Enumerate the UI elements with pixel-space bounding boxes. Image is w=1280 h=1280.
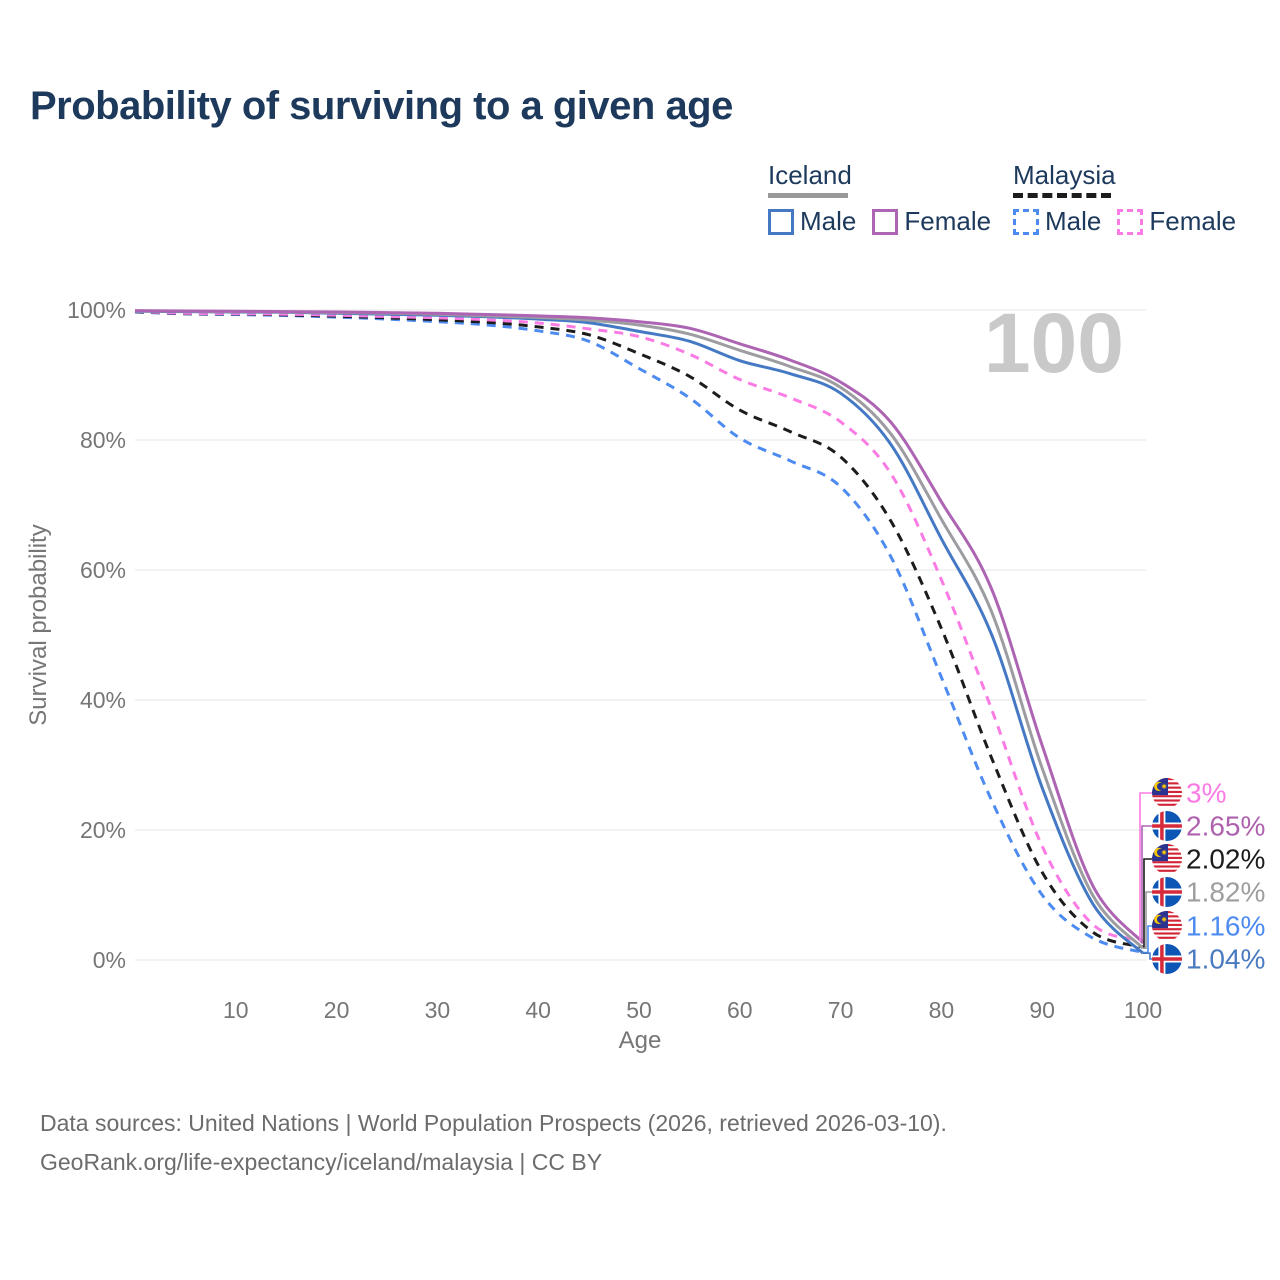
iceland-female-swatch-icon bbox=[872, 208, 899, 235]
y-tick-label: 80% bbox=[80, 427, 126, 453]
x-tick-label: 30 bbox=[425, 997, 451, 1023]
malaysia-male-swatch-icon bbox=[1013, 208, 1039, 235]
label-connector bbox=[1143, 858, 1152, 948]
malaysia-female-swatch-icon bbox=[1117, 208, 1144, 235]
legend-group-iceland: Iceland Male Female bbox=[768, 160, 991, 237]
x-tick-label: 50 bbox=[626, 997, 652, 1023]
x-tick-label: 10 bbox=[223, 997, 249, 1023]
legend-label-malaysia-male: Male bbox=[1045, 206, 1102, 236]
legend-item-malaysia-female: Female bbox=[1117, 206, 1236, 237]
end-value-label: 3% bbox=[1186, 778, 1226, 809]
legend-label-iceland-male: Male bbox=[800, 206, 857, 236]
legend-label-malaysia-female: Female bbox=[1149, 206, 1237, 236]
legend-item-iceland-female: Female bbox=[872, 206, 991, 237]
y-tick-label: 20% bbox=[80, 817, 126, 843]
series-line-malaysia-female bbox=[134, 309, 1144, 942]
series-line-malaysia-both-sexes bbox=[134, 310, 1144, 949]
source-line-2: GeoRank.org/life-expectancy/iceland/mala… bbox=[40, 1149, 603, 1175]
x-tick-label: 70 bbox=[828, 997, 854, 1023]
x-axis-title: Age bbox=[619, 1027, 662, 1054]
x-tick-label: 80 bbox=[929, 997, 955, 1023]
iceland-flag-icon bbox=[1152, 944, 1182, 974]
malaysia-flag-icon bbox=[1152, 778, 1182, 808]
iceland-solid-line-sample bbox=[768, 193, 848, 198]
x-tick-label: 100 bbox=[1124, 997, 1162, 1023]
iceland-male-swatch-icon bbox=[768, 208, 794, 235]
malaysia-flag-icon bbox=[1152, 911, 1182, 941]
y-tick-label: 40% bbox=[80, 687, 126, 713]
label-connector bbox=[1143, 952, 1152, 960]
iceland-flag-icon bbox=[1152, 811, 1182, 841]
legend-item-iceland-male: Male bbox=[768, 206, 856, 237]
x-tick-label: 20 bbox=[324, 997, 350, 1023]
source-line-1: Data sources: United Nations | World Pop… bbox=[40, 1110, 947, 1136]
y-tick-label: 100% bbox=[67, 297, 126, 323]
legend-label-iceland-female: Female bbox=[904, 206, 992, 236]
series-line-iceland-female bbox=[134, 309, 1145, 944]
end-value-label: 2.65% bbox=[1186, 811, 1265, 842]
y-tick-label: 60% bbox=[80, 557, 126, 583]
x-tick-label: 90 bbox=[1029, 997, 1055, 1023]
malaysia-flag-icon bbox=[1152, 844, 1182, 874]
end-value-label: 2.02% bbox=[1186, 844, 1265, 875]
legend-item-malaysia-male: Male bbox=[1013, 206, 1101, 237]
series-line-iceland-male bbox=[134, 309, 1145, 955]
source-attribution: Data sources: United Nations | World Pop… bbox=[40, 1104, 947, 1182]
watermark-age-100: 100 bbox=[984, 296, 1124, 390]
end-value-label: 1.16% bbox=[1186, 911, 1265, 942]
legend-country-iceland: Iceland bbox=[768, 160, 852, 190]
label-connector bbox=[1143, 891, 1152, 949]
x-tick-label: 60 bbox=[727, 997, 753, 1023]
legend-country-malaysia: Malaysia bbox=[1013, 160, 1116, 190]
x-tick-label: 40 bbox=[525, 997, 551, 1023]
y-axis-title: Survival probability bbox=[25, 524, 52, 725]
legend-group-malaysia: Malaysia Male Female bbox=[1013, 160, 1236, 237]
label-connector bbox=[1141, 825, 1152, 944]
page-title: Probability of surviving to a given age bbox=[30, 84, 733, 128]
iceland-flag-icon bbox=[1152, 877, 1182, 907]
end-value-label: 1.82% bbox=[1186, 877, 1265, 908]
y-tick-label: 0% bbox=[93, 947, 126, 973]
malaysia-dashed-line-sample bbox=[1013, 193, 1111, 198]
series-line-iceland-both-sexes bbox=[134, 309, 1145, 950]
end-value-label: 1.04% bbox=[1186, 944, 1265, 975]
